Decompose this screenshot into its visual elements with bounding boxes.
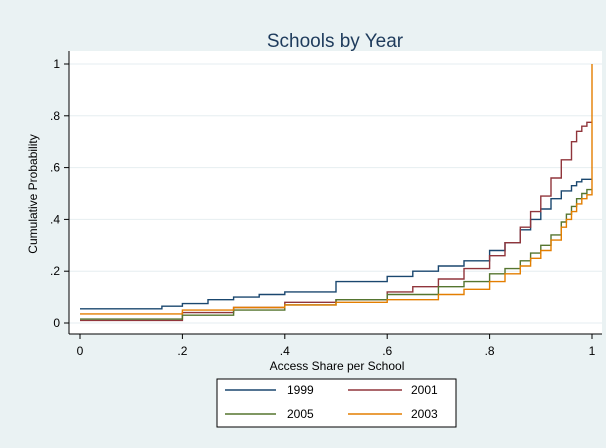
y-tick-label-3: .6 <box>50 161 60 175</box>
series-line-2003 <box>80 64 593 315</box>
x-tick-label-2: .4 <box>280 344 290 358</box>
y-tick-label-4: .8 <box>50 109 60 123</box>
legend-label-1999: 1999 <box>287 383 314 397</box>
legend-label-2003: 2003 <box>411 407 438 421</box>
x-tick-label-1: .2 <box>177 344 187 358</box>
y-tick-label-1: .2 <box>50 264 60 278</box>
x-tick-label-4: .8 <box>485 344 495 358</box>
series-line-2001 <box>80 121 592 322</box>
x-tick-label-0: 0 <box>77 344 84 358</box>
chart-title: Schools by Year <box>267 31 404 52</box>
x-tick-label-3: .6 <box>382 344 392 358</box>
legend-label-2001: 2001 <box>411 383 438 397</box>
gridlines <box>69 63 602 324</box>
y-tick-label-5: 1 <box>53 57 60 71</box>
y-tick-label-0: 0 <box>53 316 60 330</box>
series-line-1999 <box>80 178 592 310</box>
legend-box <box>216 378 457 428</box>
axes: 0 .2 .4 .6 .8 1 0 .2 .4 .6 .8 1 <box>50 51 602 358</box>
legend-label-2005: 2005 <box>287 407 314 421</box>
legend: 1999 2001 2005 2003 <box>216 378 457 428</box>
x-tick-label-5: 1 <box>589 344 596 358</box>
x-axis-label: Access Share per School <box>270 359 405 373</box>
y-axis-label: Cumulative Probability <box>26 134 40 253</box>
y-tick-label-2: .4 <box>50 212 60 226</box>
series-lines <box>80 64 593 322</box>
